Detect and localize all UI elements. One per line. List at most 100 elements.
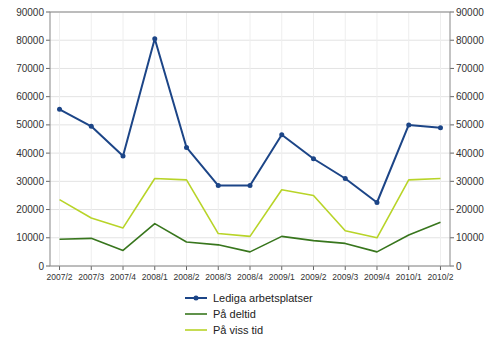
y-tick-label: 50000 bbox=[16, 119, 44, 130]
series-line bbox=[60, 39, 441, 203]
grid-line-x bbox=[345, 12, 346, 266]
series-marker bbox=[438, 125, 443, 130]
x-tick bbox=[345, 266, 346, 270]
grid-line-x bbox=[59, 12, 60, 266]
y2-tick-label: 60000 bbox=[456, 91, 484, 102]
y2-tick-label: 0 bbox=[456, 261, 462, 272]
y2-tick bbox=[450, 124, 454, 125]
y-tick bbox=[46, 12, 50, 13]
series-marker bbox=[248, 183, 253, 188]
grid-line-x bbox=[313, 12, 314, 266]
x-tick-label: 2007/2 bbox=[47, 272, 73, 282]
y-tick bbox=[46, 68, 50, 69]
y-tick bbox=[46, 181, 50, 182]
x-tick-label: 2009/1 bbox=[269, 272, 295, 282]
y2-tick-label: 10000 bbox=[456, 232, 484, 243]
series-marker bbox=[311, 156, 316, 161]
legend-label: På viss tid bbox=[213, 324, 263, 336]
legend-marker bbox=[194, 296, 199, 301]
grid-line-x bbox=[408, 12, 409, 266]
plot-area bbox=[50, 12, 450, 266]
series-marker bbox=[343, 176, 348, 181]
y-tick bbox=[46, 124, 50, 125]
y2-tick-label: 90000 bbox=[456, 7, 484, 18]
x-tick bbox=[91, 266, 92, 270]
y2-tick bbox=[450, 40, 454, 41]
x-tick bbox=[281, 266, 282, 270]
y2-tick-label: 80000 bbox=[456, 35, 484, 46]
y2-tick bbox=[450, 237, 454, 238]
x-tick-label: 2008/4 bbox=[237, 272, 263, 282]
y2-tick-label: 40000 bbox=[456, 148, 484, 159]
legend-swatch bbox=[185, 313, 207, 315]
y-tick-label: 40000 bbox=[16, 148, 44, 159]
marks bbox=[57, 36, 443, 252]
grid bbox=[50, 12, 450, 266]
y2-tick bbox=[450, 68, 454, 69]
y2-tick-label: 50000 bbox=[456, 119, 484, 130]
series-marker bbox=[152, 36, 157, 41]
y-tick-label: 10000 bbox=[16, 232, 44, 243]
series-marker bbox=[406, 122, 411, 127]
y-tick bbox=[46, 209, 50, 210]
y-tick-label: 70000 bbox=[16, 63, 44, 74]
series-marker bbox=[57, 107, 62, 112]
x-tick bbox=[376, 266, 377, 270]
y2-tick bbox=[450, 181, 454, 182]
y2-tick-label: 30000 bbox=[456, 176, 484, 187]
y-tick-label: 20000 bbox=[16, 204, 44, 215]
x-tick bbox=[408, 266, 409, 270]
y-tick bbox=[46, 96, 50, 97]
x-tick-label: 2010/1 bbox=[396, 272, 422, 282]
y-tick-label: 80000 bbox=[16, 35, 44, 46]
y-tick bbox=[46, 266, 50, 267]
x-tick bbox=[313, 266, 314, 270]
chart: 0 10000 20000 30000 40000 50000 60000 70000 8000… bbox=[0, 0, 500, 350]
y2-axis: 0 10000 20000 30000 40000 50000 60000 70000 8000… bbox=[450, 7, 484, 272]
x-tick-label: 2008/3 bbox=[205, 272, 231, 282]
y-tick bbox=[46, 153, 50, 154]
x-tick-label: 2008/1 bbox=[142, 272, 168, 282]
x-tick-label: 2010/2 bbox=[427, 272, 453, 282]
x-tick-label: 2007/4 bbox=[110, 272, 136, 282]
series-marker bbox=[184, 145, 189, 150]
x-tick bbox=[154, 266, 155, 270]
series-marker bbox=[279, 132, 284, 137]
series-marker bbox=[89, 124, 94, 129]
series-marker bbox=[216, 183, 221, 188]
series-marker bbox=[374, 200, 379, 205]
y2-tick-label: 70000 bbox=[456, 63, 484, 74]
legend: Lediga arbetsplatserPå deltidPå viss tid bbox=[185, 292, 313, 336]
y2-tick bbox=[450, 153, 454, 154]
y2-tick bbox=[450, 266, 454, 267]
grid-line-x bbox=[281, 12, 282, 266]
y2-tick-label: 20000 bbox=[456, 204, 484, 215]
x-tick-label: 2009/2 bbox=[300, 272, 326, 282]
series-line bbox=[60, 179, 441, 238]
grid-line-x bbox=[91, 12, 92, 266]
y-tick-label: 0 bbox=[38, 261, 44, 272]
grid-line-x bbox=[440, 12, 441, 266]
y2-tick bbox=[450, 96, 454, 97]
x-tick-label: 2007/3 bbox=[78, 272, 104, 282]
x-tick bbox=[59, 266, 60, 270]
y-axis: 0100002000030000400005000060000700008000… bbox=[16, 7, 50, 272]
plot-frame bbox=[50, 12, 450, 266]
grid-line-x bbox=[250, 12, 251, 266]
grid-line-x bbox=[376, 12, 377, 266]
y-tick-label: 90000 bbox=[16, 7, 44, 18]
grid-line-x bbox=[186, 12, 187, 266]
x-tick bbox=[186, 266, 187, 270]
x-tick-label: 2008/2 bbox=[174, 272, 200, 282]
x-tick bbox=[123, 266, 124, 270]
y-tick bbox=[46, 40, 50, 41]
y2-tick bbox=[450, 209, 454, 210]
grid-line-x bbox=[218, 12, 219, 266]
x-tick-label: 2009/3 bbox=[332, 272, 358, 282]
series-marker bbox=[121, 153, 126, 158]
grid-line-x bbox=[154, 12, 155, 266]
legend-label: Lediga arbetsplatser bbox=[213, 292, 313, 304]
y-tick bbox=[46, 237, 50, 238]
y-tick-label: 30000 bbox=[16, 176, 44, 187]
x-axis: 2007/2 2007/3 2007/4 2008/1 2008/2 2008/3 2008… bbox=[47, 266, 454, 282]
